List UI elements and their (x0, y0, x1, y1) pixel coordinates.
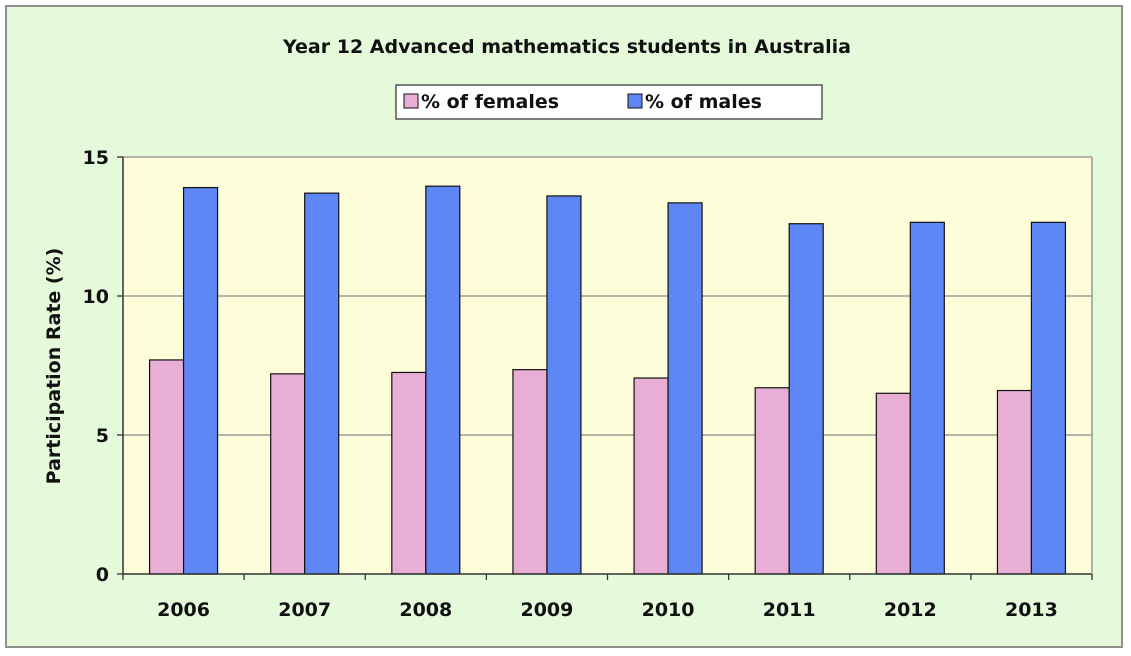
bar-males (546, 195, 582, 575)
legend-swatch-males (627, 93, 643, 109)
bar-males (1030, 221, 1067, 575)
bar-females (754, 387, 790, 575)
bar-females (633, 377, 669, 575)
bar-females (875, 392, 911, 575)
x-tick-label: 2010 (642, 599, 695, 621)
plot-area (123, 157, 1092, 574)
bar-females (996, 389, 1033, 575)
x-tick-label: 2009 (520, 599, 573, 621)
legend: % of females % of males (395, 84, 823, 120)
x-tick-label: 2007 (278, 599, 331, 621)
bar-females (148, 359, 185, 575)
y-tick-label: 0 (96, 564, 109, 586)
legend-label-females: % of females (421, 91, 559, 113)
bar-males (788, 223, 824, 575)
legend-box (395, 84, 823, 120)
bar-males (304, 192, 340, 575)
x-tick-label: 2013 (1005, 599, 1058, 621)
bar-males (182, 186, 219, 575)
x-tick-label: 2011 (763, 599, 816, 621)
bar-females (512, 369, 548, 575)
x-tick-label: 2008 (399, 599, 452, 621)
x-tick-label: 2012 (884, 599, 937, 621)
bar-females (391, 371, 427, 575)
chart-title: Year 12 Advanced mathematics students in… (282, 36, 851, 58)
y-axis-title: Participation Rate (%) (43, 248, 65, 485)
bar-males (667, 202, 703, 575)
bar-females (270, 373, 306, 575)
y-tick-label: 15 (83, 147, 109, 169)
legend-label-males: % of males (645, 91, 762, 113)
bar-males (909, 221, 945, 575)
y-tick-label: 10 (83, 286, 109, 308)
y-tick-label: 5 (96, 425, 109, 447)
legend-swatch-females (403, 93, 419, 109)
bar-males (425, 185, 461, 575)
x-tick-label: 2006 (157, 599, 210, 621)
